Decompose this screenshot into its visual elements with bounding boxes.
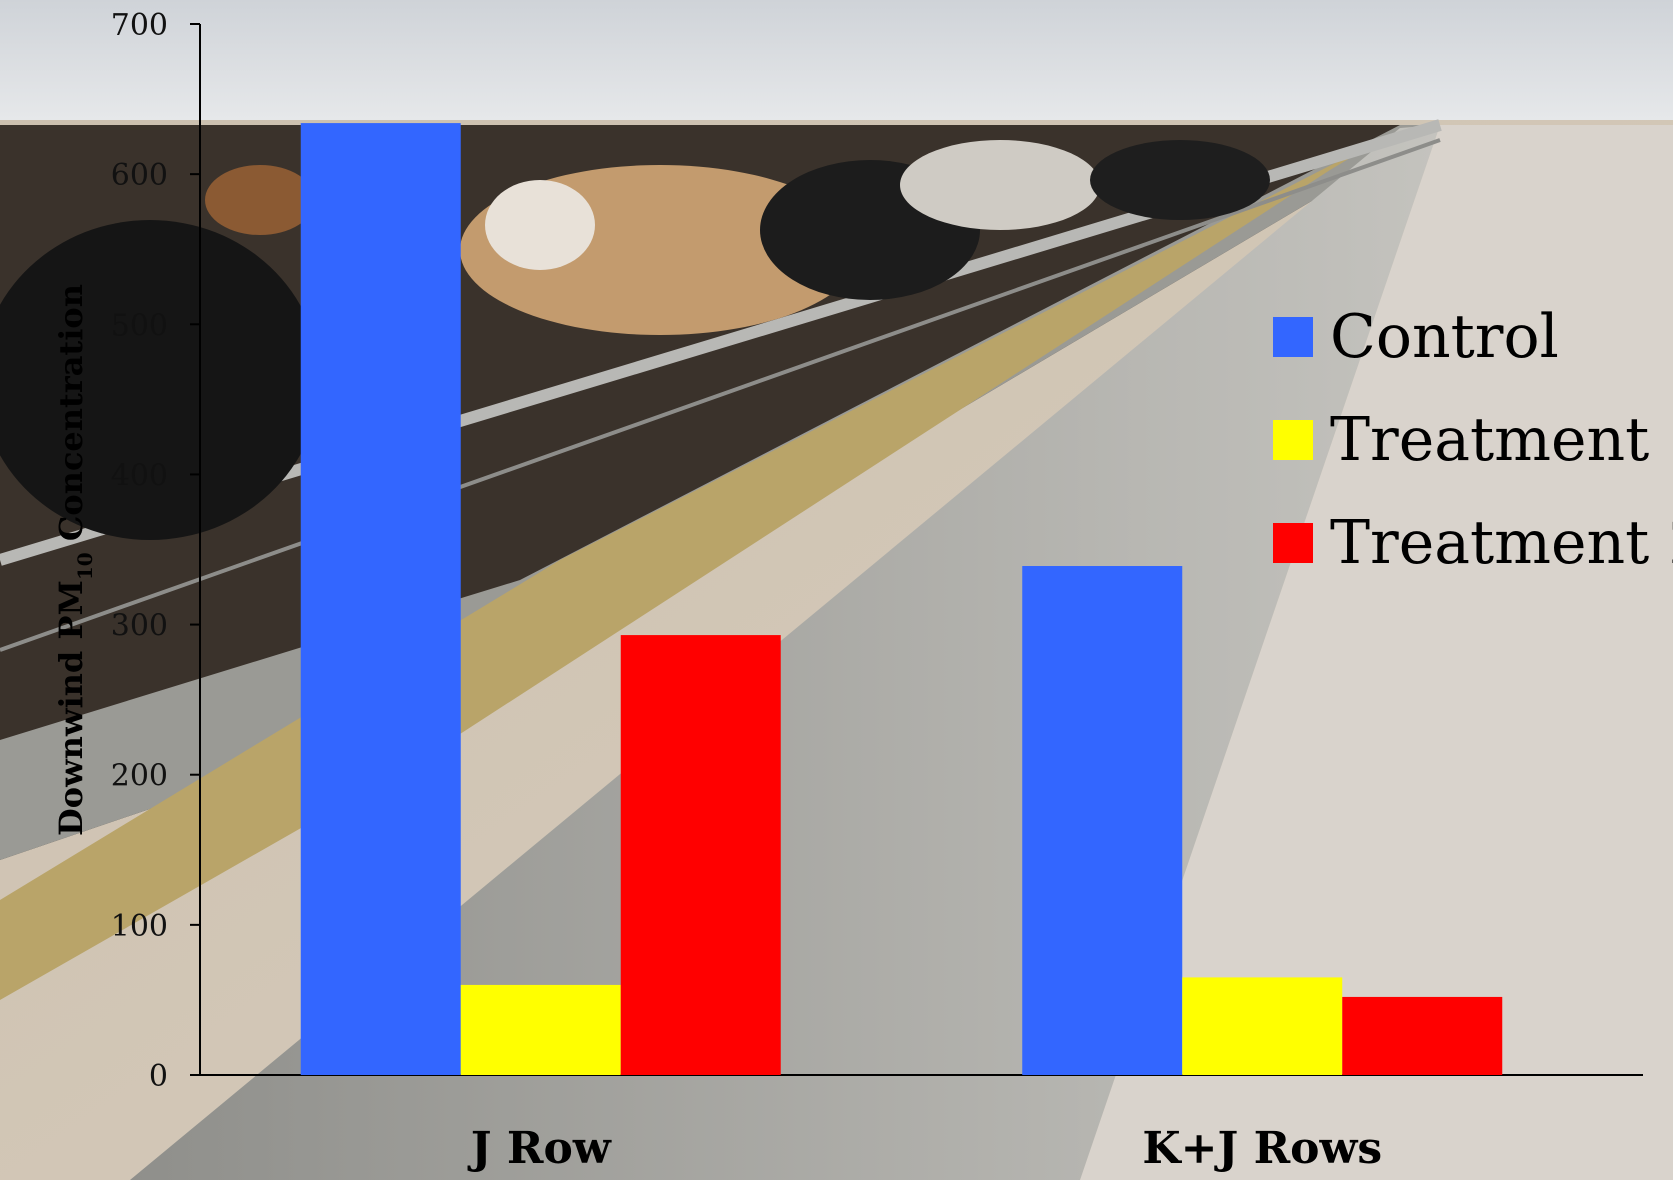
y-axis: 0 100 200 300 400 500 600 700 xyxy=(111,8,201,1094)
y-tick-label: 300 xyxy=(111,609,168,644)
y-axis-label-subscript: 10 xyxy=(73,552,97,580)
bar-treatment-2-0 xyxy=(620,635,781,1075)
y-axis-label: Downwind PM10 Concentration xyxy=(52,284,97,836)
bar-treatment-1-0 xyxy=(460,984,621,1075)
y-axis-label-main: Downwind PM xyxy=(52,580,90,836)
legend-swatch-treatment-2 xyxy=(1273,523,1313,563)
y-tick-label: 700 xyxy=(111,8,168,43)
y-tick-label: 200 xyxy=(111,759,168,794)
y-tick-label: 0 xyxy=(149,1059,168,1094)
y-axis-ticks: 0 100 200 300 400 500 600 700 xyxy=(111,8,200,1094)
x-axis-category-labels: J Row K+J Rows xyxy=(467,1123,1382,1174)
legend-label-control: Control xyxy=(1330,302,1559,372)
legend-label-treatment-2: Treatment 2 xyxy=(1330,508,1673,578)
y-tick-label: 600 xyxy=(111,158,168,193)
legend-swatch-control xyxy=(1273,317,1313,357)
y-tick-label: 100 xyxy=(111,909,168,944)
bar-control-0 xyxy=(300,123,461,1075)
legend-label-treatment-1: Treatment 1 xyxy=(1330,405,1673,475)
bar-control-1 xyxy=(1022,566,1183,1075)
bar-treatment-2-1 xyxy=(1342,996,1503,1075)
y-tick-label: 500 xyxy=(111,308,168,343)
y-tick-label: 400 xyxy=(111,458,168,493)
x-axis: J Row K+J Rows xyxy=(200,1074,1643,1174)
y-axis-label-tail: Concentration xyxy=(52,284,90,552)
bar-treatment-1-1 xyxy=(1182,977,1343,1075)
x-category-label: J Row xyxy=(467,1123,612,1174)
legend: Control Treatment 1 Treatment 2 xyxy=(1273,302,1673,578)
x-category-label: K+J Rows xyxy=(1142,1123,1382,1174)
bar-series-group xyxy=(300,123,1503,1075)
legend-swatch-treatment-1 xyxy=(1273,420,1313,460)
